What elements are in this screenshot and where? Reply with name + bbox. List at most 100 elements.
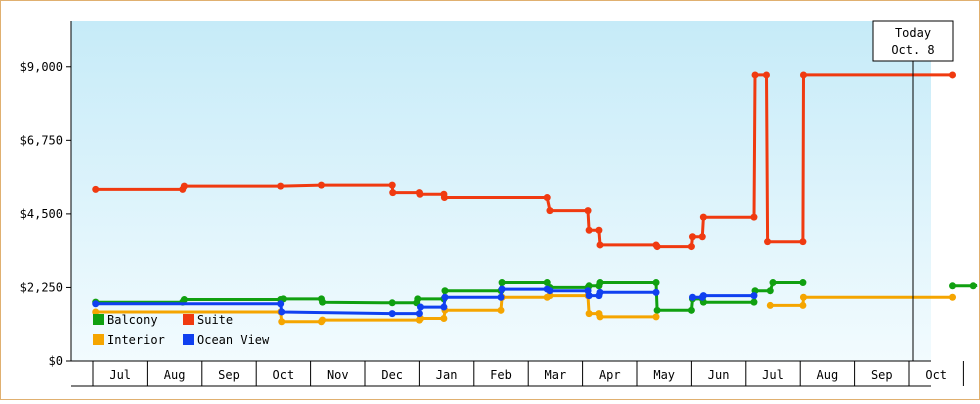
data-point — [799, 293, 807, 301]
data-point — [585, 226, 593, 234]
x-tick-label: Sep — [218, 368, 240, 382]
legend-item: Suite — [183, 313, 233, 327]
data-point — [543, 194, 551, 202]
data-point — [441, 287, 449, 295]
data-point — [596, 288, 604, 296]
data-point — [949, 282, 957, 290]
x-tick-label: Jan — [436, 368, 458, 382]
data-point — [278, 318, 286, 326]
data-point — [546, 287, 554, 295]
data-point — [277, 182, 285, 190]
data-point — [388, 299, 396, 307]
data-point — [180, 296, 188, 304]
data-point — [585, 310, 593, 318]
data-point — [440, 194, 448, 202]
data-point — [766, 301, 774, 309]
x-tick-label: Aug — [164, 368, 186, 382]
data-point — [949, 293, 957, 301]
data-point — [416, 190, 424, 198]
legend-label: Suite — [197, 313, 233, 327]
data-point — [92, 300, 100, 308]
today-box — [872, 20, 954, 62]
data-point — [799, 71, 807, 79]
x-tick-label: Nov — [327, 368, 349, 382]
data-point — [546, 292, 554, 300]
data-point — [584, 207, 592, 215]
data-point — [596, 241, 604, 249]
data-point — [699, 213, 707, 221]
legend-swatch — [93, 314, 104, 325]
data-point — [440, 315, 448, 322]
data-point — [414, 295, 422, 303]
x-tick-label: Sep — [871, 368, 893, 382]
y-tick-label: $0 — [49, 354, 63, 368]
data-point — [652, 313, 660, 321]
y-tick-label: $9,000 — [20, 60, 63, 74]
series-ocean-view — [92, 285, 758, 318]
data-point — [278, 308, 286, 316]
series-interior — [92, 292, 957, 326]
x-tick-label: Jun — [708, 368, 730, 382]
data-point — [388, 310, 396, 318]
legend-item: Ocean View — [183, 333, 270, 347]
data-point — [799, 301, 807, 309]
legend-swatch — [183, 314, 194, 325]
data-point — [498, 285, 506, 293]
data-point — [317, 181, 325, 189]
data-point — [688, 293, 696, 301]
x-tick-label: Oct — [925, 368, 947, 382]
legend-label: Interior — [107, 333, 165, 347]
data-point — [750, 298, 758, 306]
data-point — [949, 71, 957, 79]
data-point — [92, 185, 100, 193]
x-tick-label: Dec — [381, 368, 403, 382]
series-line — [770, 295, 953, 307]
data-point — [596, 279, 604, 287]
legend-item: Balcony — [93, 313, 158, 327]
y-tick-label: $6,750 — [20, 133, 63, 147]
data-point — [546, 207, 554, 215]
data-point — [92, 308, 100, 316]
data-point — [389, 189, 397, 197]
data-point — [585, 292, 593, 300]
series-line-projection — [973, 283, 980, 288]
y-tick-label: $2,250 — [20, 280, 63, 294]
legend-swatch — [93, 334, 104, 345]
data-point — [769, 279, 777, 287]
data-point — [596, 313, 604, 321]
data-point — [687, 306, 695, 314]
data-point — [497, 306, 505, 314]
legend-label: Balcony — [107, 313, 158, 327]
data-point — [653, 306, 661, 314]
x-tick-label: Mar — [545, 368, 567, 382]
data-point — [652, 279, 660, 287]
x-tick-label: Apr — [599, 368, 621, 382]
data-point — [498, 279, 506, 287]
x-tick-label: Aug — [817, 368, 839, 382]
x-tick-label: Oct — [273, 368, 295, 382]
today-label: Today — [895, 26, 931, 40]
data-point — [687, 243, 695, 251]
data-point — [799, 279, 807, 287]
x-tick-label: May — [653, 368, 675, 382]
x-tick-label: Jul — [762, 368, 784, 382]
data-point — [969, 282, 977, 290]
data-point — [415, 310, 423, 318]
y-tick-label: $4,500 — [20, 207, 63, 221]
data-point — [698, 233, 706, 241]
data-point — [277, 300, 285, 308]
data-point — [497, 293, 505, 301]
data-point — [440, 303, 448, 311]
data-point — [764, 238, 772, 246]
data-point — [762, 71, 770, 79]
data-point — [750, 292, 758, 300]
legend-swatch — [183, 334, 194, 345]
legend-label: Ocean View — [197, 333, 270, 347]
data-point — [441, 293, 449, 301]
x-tick-label: Feb — [490, 368, 512, 382]
data-point — [319, 298, 327, 306]
data-point — [750, 213, 758, 221]
data-point — [699, 292, 707, 300]
